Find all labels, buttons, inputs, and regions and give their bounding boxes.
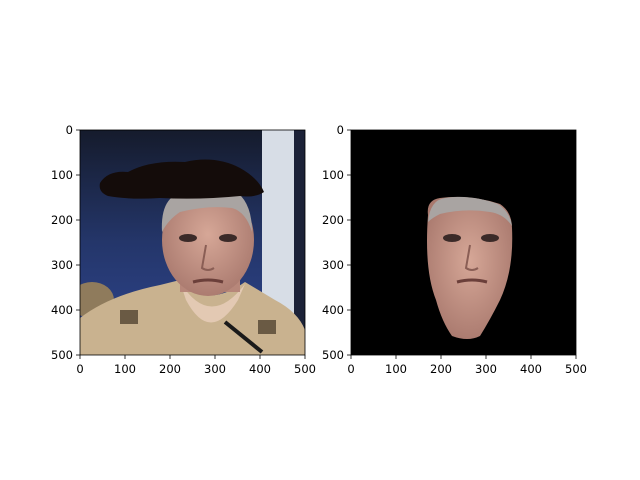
x-tick-label: 0 (347, 362, 354, 376)
y-tick-label: 200 (322, 213, 344, 227)
x-tick-label: 300 (475, 362, 497, 376)
y-tick-label: 300 (322, 258, 344, 272)
x-tick-label: 200 (430, 362, 452, 376)
masked-face (427, 196, 513, 339)
x-tick-label: 400 (249, 362, 271, 376)
x-tick-label: 0 (76, 362, 83, 376)
y-tick-label: 0 (66, 123, 73, 137)
uniform (80, 280, 305, 355)
x-tick-label: 500 (294, 362, 316, 376)
left-y-axis: 0 100 200 300 400 500 (51, 123, 80, 362)
dark-patch (99, 159, 265, 199)
y-tick-label: 100 (322, 168, 344, 182)
x-tick-label: 200 (159, 362, 181, 376)
x-tick-label: 400 (520, 362, 542, 376)
x-tick-label: 500 (565, 362, 587, 376)
right-y-axis: 0 100 200 300 400 500 (322, 123, 351, 362)
y-tick-label: 0 (337, 123, 344, 137)
hair (161, 188, 252, 232)
y-tick-label: 100 (51, 168, 73, 182)
right-x-axis: 0 100 200 300 400 500 (347, 355, 587, 376)
left-image-panel (80, 130, 305, 355)
x-tick-label: 100 (114, 362, 136, 376)
left-x-axis: 0 100 200 300 400 500 (76, 355, 316, 376)
y-tick-label: 300 (51, 258, 73, 272)
y-tick-label: 200 (51, 213, 73, 227)
x-tick-label: 100 (385, 362, 407, 376)
x-tick-label: 300 (204, 362, 226, 376)
y-tick-label: 500 (322, 348, 344, 362)
y-tick-label: 400 (322, 303, 344, 317)
face (162, 184, 254, 296)
y-tick-label: 500 (51, 348, 73, 362)
y-tick-label: 400 (51, 303, 73, 317)
right-image-panel (351, 130, 576, 355)
